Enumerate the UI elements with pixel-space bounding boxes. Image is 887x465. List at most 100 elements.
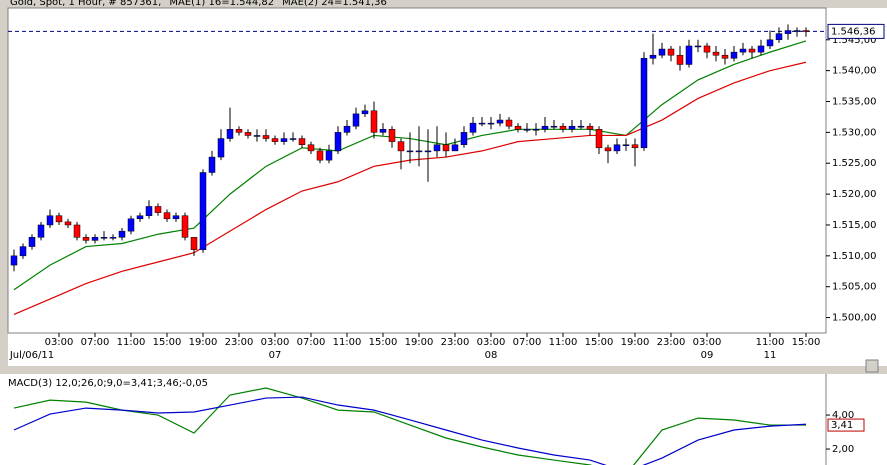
candle-body bbox=[757, 45, 765, 53]
candle-body bbox=[181, 215, 189, 238]
candle-body bbox=[343, 125, 351, 133]
candle-body bbox=[766, 39, 774, 47]
candle-body bbox=[613, 144, 621, 152]
x-tick-label: Jul/06/11 bbox=[9, 350, 54, 361]
x-tick-label: 23:00 bbox=[657, 337, 686, 348]
candle-body bbox=[244, 132, 252, 136]
candle-body bbox=[145, 206, 153, 216]
candle-body bbox=[577, 125, 585, 128]
x-tick-label: 03:00 bbox=[477, 337, 506, 348]
candle-body bbox=[64, 221, 72, 226]
candle-body bbox=[550, 125, 558, 128]
candle-body bbox=[433, 144, 441, 152]
candle-body bbox=[505, 119, 513, 127]
x-tick-label: 03:00 bbox=[693, 337, 722, 348]
candle-body bbox=[136, 215, 144, 220]
candle-body bbox=[163, 212, 171, 220]
x-tick-label: 15:00 bbox=[369, 337, 398, 348]
x-tick-label: 03:00 bbox=[261, 337, 290, 348]
candle-body bbox=[379, 129, 387, 133]
candle-body bbox=[271, 138, 279, 142]
candle-body bbox=[595, 129, 603, 149]
candle-body bbox=[622, 144, 630, 146]
y-tick-label: 1.535,00 bbox=[832, 97, 877, 108]
y-tick-label: 1.510,00 bbox=[832, 251, 877, 262]
plot-area bbox=[7, 7, 827, 334]
x-tick-label: 09 bbox=[701, 350, 714, 361]
x-tick-label: 11:00 bbox=[117, 337, 146, 348]
candle-body bbox=[676, 54, 684, 65]
x-tick-label: 07:00 bbox=[81, 337, 110, 348]
y-tick-label: 2,00 bbox=[832, 444, 854, 455]
pane-button[interactable] bbox=[865, 359, 879, 373]
x-tick-label: 08 bbox=[485, 350, 498, 361]
candle-body bbox=[460, 132, 468, 145]
candle-body bbox=[298, 138, 306, 145]
x-tick-label: 19:00 bbox=[189, 337, 218, 348]
x-tick-label: 11:00 bbox=[756, 337, 785, 348]
candle-body bbox=[451, 144, 459, 152]
candle-body bbox=[28, 237, 36, 247]
candle-body bbox=[109, 237, 117, 239]
candle-body bbox=[604, 147, 612, 152]
candle-body bbox=[73, 224, 81, 238]
candle-body bbox=[793, 30, 801, 32]
candle-body bbox=[325, 150, 333, 161]
candle-body bbox=[703, 45, 711, 53]
last-value-box bbox=[827, 418, 865, 432]
candle-body bbox=[712, 51, 720, 56]
legend-entry: MAE(1) 16=1.544,82 bbox=[169, 0, 274, 8]
y-tick-label: 4,00 bbox=[832, 410, 854, 421]
candle-body bbox=[730, 51, 738, 59]
x-tick-label: 23:00 bbox=[225, 337, 254, 348]
candle-body bbox=[334, 132, 342, 152]
candle-body bbox=[631, 144, 639, 149]
candle-body bbox=[118, 230, 126, 238]
candle-body bbox=[406, 150, 414, 153]
y-tick-label: 1.525,00 bbox=[832, 158, 877, 169]
candle-body bbox=[199, 172, 207, 250]
x-tick-label: 03:00 bbox=[45, 337, 74, 348]
y-tick-label: 1.500,00 bbox=[832, 313, 877, 324]
x-tick-label: 23:00 bbox=[441, 337, 470, 348]
candle-body bbox=[667, 48, 675, 56]
candle-body bbox=[685, 45, 693, 65]
candle-body bbox=[415, 150, 423, 153]
x-tick-label: 19:00 bbox=[621, 337, 650, 348]
candle-body bbox=[46, 215, 54, 226]
candle-body bbox=[784, 30, 792, 34]
x-tick-label: 11:00 bbox=[549, 337, 578, 348]
y-tick-label: 1.540,00 bbox=[832, 66, 877, 77]
line-series bbox=[13, 387, 806, 465]
x-tick-label: 15:00 bbox=[585, 337, 614, 348]
candle-body bbox=[541, 125, 549, 130]
candle-body bbox=[253, 135, 261, 137]
candle-body bbox=[559, 125, 567, 130]
candle-body bbox=[775, 33, 783, 41]
y-tick-label: 1.530,00 bbox=[832, 127, 877, 138]
candle-body bbox=[127, 218, 135, 232]
candle-body bbox=[442, 144, 450, 152]
x-tick-label: 15:00 bbox=[792, 337, 821, 348]
candle-body bbox=[487, 122, 495, 125]
candle-body bbox=[10, 255, 18, 266]
candle-body bbox=[532, 129, 540, 131]
candle-body bbox=[802, 30, 810, 32]
candle-body bbox=[82, 237, 90, 241]
last-price-label: 1.546,36 bbox=[831, 26, 876, 37]
candle-body bbox=[388, 129, 396, 142]
x-tick-label: 07:00 bbox=[297, 337, 326, 348]
candle-body bbox=[694, 45, 702, 48]
line-series bbox=[13, 396, 807, 465]
candle-body bbox=[739, 48, 747, 53]
candle-body bbox=[208, 156, 216, 173]
x-tick-label: 19:00 bbox=[405, 337, 434, 348]
candle-body bbox=[316, 150, 324, 161]
candle-body bbox=[568, 125, 576, 130]
candle-body bbox=[226, 129, 234, 139]
candle-body bbox=[424, 150, 432, 153]
y-tick-label: 1.520,00 bbox=[832, 189, 877, 200]
candle-body bbox=[91, 237, 99, 241]
chart-title: Gold, Spot, 1 Hour, # 857361, bbox=[10, 0, 161, 8]
x-tick-label: 11:00 bbox=[333, 337, 362, 348]
